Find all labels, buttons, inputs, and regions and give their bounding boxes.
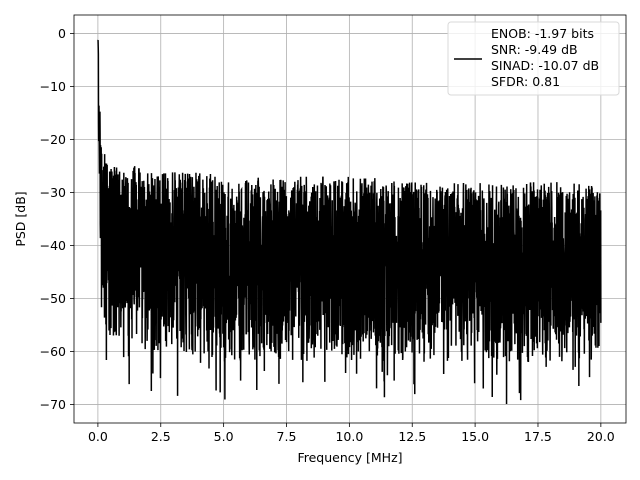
x-tick-label: 2.5 [151, 429, 171, 444]
legend-box [447, 21, 620, 96]
y-tick-label: −20 [40, 132, 66, 147]
x-axis: 0.0 2.5 5.0 7.5 10.0 12.5 15.0 17.5 20.0 [88, 423, 615, 444]
y-tick-label: −10 [40, 79, 66, 94]
legend-entry-line: ENOB: -1.97 bits [491, 26, 594, 41]
x-tick-label: 5.0 [214, 429, 234, 444]
psd-trace-0 [97, 39, 602, 404]
x-tick-label: 12.5 [398, 429, 426, 444]
legend-entry-line: SNR: -9.49 dB [491, 42, 578, 57]
y-tick-label: 0 [58, 26, 66, 41]
x-tick-label: 17.5 [524, 429, 552, 444]
x-tick-label: 0.0 [88, 429, 108, 444]
y-axis: 0 −10 −20 −30 −40 −50 −60 −70 [40, 26, 74, 412]
x-tick-label: 20.0 [587, 429, 615, 444]
legend-entry-line: SFDR: 0.81 [491, 74, 560, 89]
x-tick-label: 7.5 [277, 429, 297, 444]
x-tick-label: 10.0 [335, 429, 363, 444]
x-axis-label: Frequency [MHz] [297, 450, 402, 465]
y-axis-label: PSD [dB] [13, 191, 28, 246]
y-tick-label: −50 [40, 291, 66, 306]
axes-frame [73, 14, 627, 424]
y-tick-label: −40 [40, 238, 66, 253]
plot-area [97, 39, 602, 404]
y-tick-label: −70 [40, 397, 66, 412]
y-tick-label: −30 [40, 185, 66, 200]
y-tick-label: −60 [40, 344, 66, 359]
legend-entry-line: SINAD: -10.07 dB [491, 58, 599, 73]
x-tick-label: 15.0 [461, 429, 489, 444]
